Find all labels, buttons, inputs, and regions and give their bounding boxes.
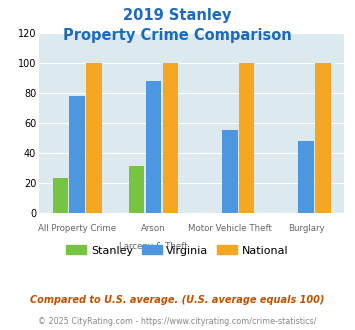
- Bar: [315, 63, 331, 213]
- Legend: Stanley, Virginia, National: Stanley, Virginia, National: [62, 241, 293, 260]
- Text: Burglary: Burglary: [288, 224, 324, 233]
- Bar: [222, 130, 237, 213]
- Text: Larceny & Theft: Larceny & Theft: [119, 242, 188, 250]
- Text: Motor Vehicle Theft: Motor Vehicle Theft: [188, 224, 272, 233]
- Bar: [70, 96, 85, 213]
- Bar: [129, 166, 144, 213]
- Text: © 2025 CityRating.com - https://www.cityrating.com/crime-statistics/: © 2025 CityRating.com - https://www.city…: [38, 317, 317, 326]
- Text: Property Crime Comparison: Property Crime Comparison: [63, 28, 292, 43]
- Text: Compared to U.S. average. (U.S. average equals 100): Compared to U.S. average. (U.S. average …: [30, 295, 325, 305]
- Bar: [299, 141, 314, 213]
- Text: Arson: Arson: [141, 224, 166, 233]
- Bar: [163, 63, 178, 213]
- Bar: [86, 63, 102, 213]
- Text: All Property Crime: All Property Crime: [38, 224, 116, 233]
- Text: 2019 Stanley: 2019 Stanley: [123, 8, 232, 23]
- Bar: [146, 81, 161, 213]
- Bar: [53, 179, 68, 213]
- Bar: [239, 63, 255, 213]
